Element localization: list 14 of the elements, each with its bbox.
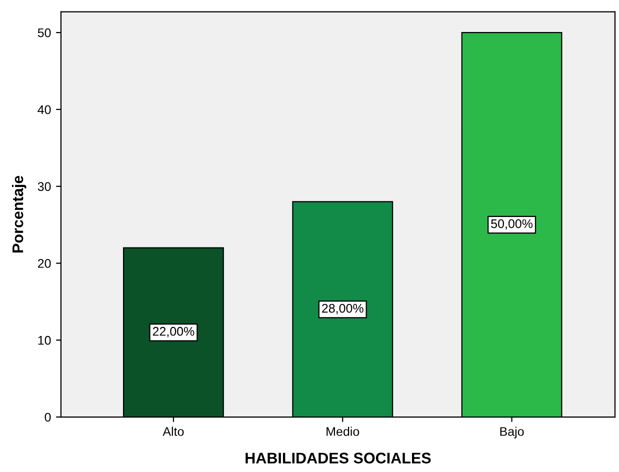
- data-label: 28,00%: [322, 304, 364, 314]
- x-tick-label: Medio: [326, 426, 360, 436]
- x-axis-title: HABILIDADES SOCIALES: [246, 452, 431, 464]
- data-label: 50,00%: [491, 219, 533, 230]
- data-label: 22,00%: [152, 326, 194, 338]
- y-tick-label: 10: [38, 336, 51, 345]
- x-tick-label: Bajo: [500, 426, 524, 438]
- y-tick-label: 30: [38, 182, 51, 191]
- y-tick-label: 20: [38, 259, 51, 268]
- y-tick-label: 0: [44, 412, 51, 422]
- x-tick-label: Alto: [162, 426, 184, 436]
- y-axis-title: Porcentaje: [12, 176, 26, 252]
- y-tick-label: 40: [38, 105, 51, 114]
- y-tick-label: 50: [38, 28, 51, 38]
